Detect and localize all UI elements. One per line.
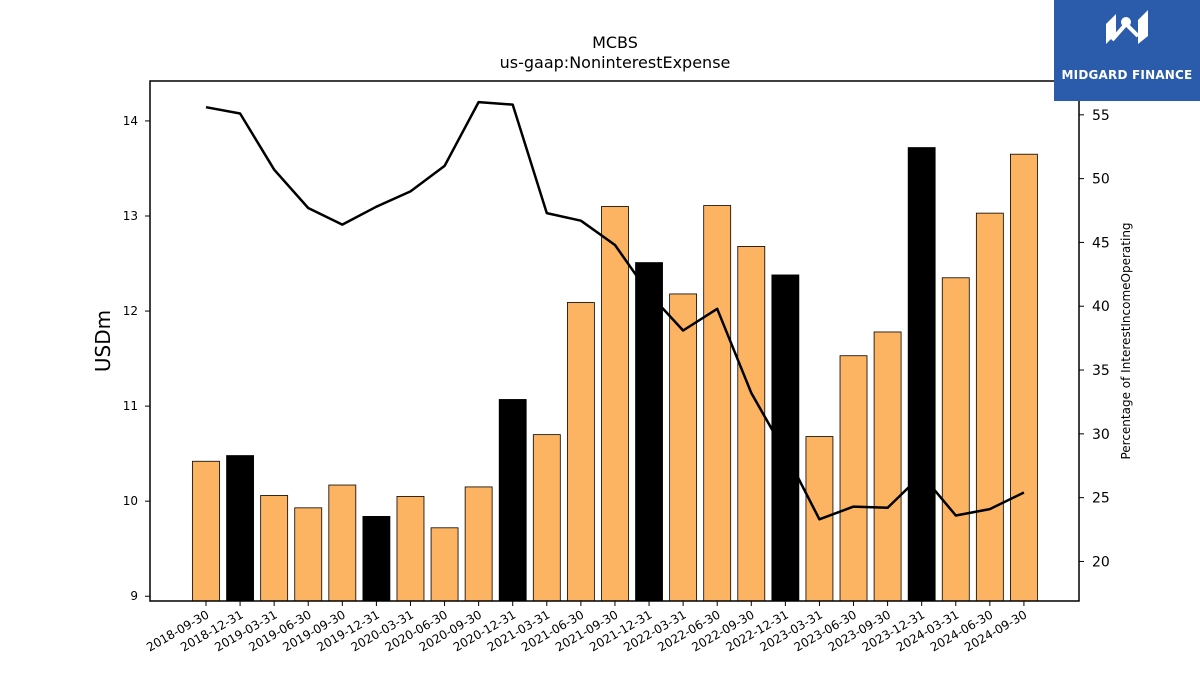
chart-title: MCBS — [592, 33, 638, 52]
bar-2020-06-30 — [430, 527, 459, 602]
bar-2018-09-30 — [192, 460, 220, 602]
y-tick-label: 10 — [123, 494, 138, 508]
bar-2024-03-31 — [941, 277, 970, 602]
y-tick-label: 11 — [123, 399, 138, 413]
y2-tick-label: 20 — [1092, 554, 1110, 570]
bar-2021-03-31 — [532, 434, 561, 602]
bar-2023-09-30 — [873, 331, 902, 602]
bar-2022-06-30 — [703, 205, 732, 602]
y-axis-label: USDm — [91, 310, 115, 372]
bar-2024-06-30 — [975, 212, 1004, 602]
y2-tick-label: 30 — [1092, 427, 1110, 443]
y-tick-label: 13 — [123, 209, 138, 223]
bar-2020-03-31 — [396, 496, 425, 602]
y2-tick-label: 25 — [1092, 491, 1110, 507]
bar-2019-12-31 — [362, 515, 391, 602]
bar-2021-12-31 — [635, 262, 663, 602]
line-series — [205, 100, 1025, 521]
y2-axis-label: Percentage of InterestIncomeOperating — [1119, 222, 1133, 459]
y2-tick-label: 45 — [1092, 235, 1110, 251]
bar-2019-03-31 — [260, 495, 289, 602]
bar-2019-09-30 — [328, 484, 357, 602]
y-tick-label: 12 — [123, 304, 138, 318]
bar-2019-06-30 — [294, 507, 323, 602]
bar-2024-09-30 — [1010, 153, 1038, 602]
bar-2022-03-31 — [669, 293, 698, 602]
midgard-finance-logo: MIDGARD FINANCE — [1054, 0, 1200, 101]
y2-tick-label: 35 — [1092, 363, 1110, 379]
bar-2021-09-30 — [601, 206, 629, 602]
bar-2022-09-30 — [737, 246, 766, 602]
bar-2023-12-31 — [907, 147, 936, 602]
y-tick-label: 9 — [130, 589, 138, 603]
chart-subtitle: us-gaap:NoninterestExpense — [500, 53, 731, 72]
bar-2020-09-30 — [464, 486, 493, 602]
bar-2020-12-31 — [498, 399, 527, 602]
y2-tick-label: 40 — [1092, 299, 1110, 315]
bar-2023-06-30 — [839, 355, 868, 602]
bar-2021-06-30 — [566, 302, 595, 602]
y-tick-label: 14 — [123, 114, 138, 128]
bar-2018-12-31 — [226, 455, 254, 602]
y2-tick-label: 50 — [1092, 172, 1110, 188]
y2-tick-label: 55 — [1092, 108, 1110, 124]
logo-mark-icon — [1106, 10, 1148, 44]
logo-text: MIDGARD FINANCE — [1061, 68, 1193, 82]
